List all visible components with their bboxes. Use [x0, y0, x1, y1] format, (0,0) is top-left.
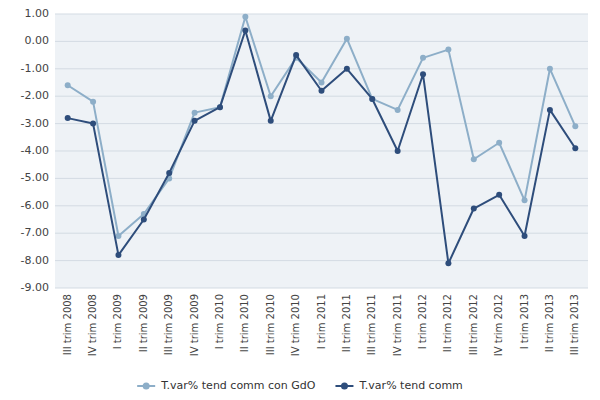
y-tick-label: 1.00: [25, 7, 50, 20]
y-tick-label: -5.00: [21, 171, 49, 184]
x-tick-label: II trim 2010: [239, 294, 250, 352]
series-point: [319, 80, 325, 86]
series-point: [217, 104, 223, 110]
legend-marker: [143, 383, 150, 390]
x-tick-label: I trim 2010: [214, 294, 225, 349]
series-point: [471, 156, 477, 162]
series-point: [420, 71, 426, 77]
series-point: [166, 170, 172, 176]
x-tick-label: IV trim 2008: [87, 294, 98, 356]
legend-label: T.var% tend comm: [358, 379, 462, 392]
grid: [55, 14, 588, 288]
x-tick-label: I trim 2013: [519, 294, 530, 349]
series-point: [369, 96, 375, 102]
legend-item: T.var% tend comm con GdO: [137, 379, 316, 392]
y-tick-label: -4.00: [21, 144, 49, 157]
series-point: [547, 66, 553, 72]
grid-line: [55, 288, 588, 289]
x-tick-label: III trim 2013: [569, 294, 580, 355]
x-tick-label: III trim 2011: [366, 294, 377, 355]
series-point: [192, 110, 198, 116]
x-tick-label: III trim 2009: [163, 294, 174, 355]
series-point: [217, 104, 223, 110]
series-point: [496, 140, 502, 146]
series-point: [522, 197, 528, 203]
series-point: [115, 233, 121, 239]
x-tick-label: IV trim 2010: [290, 294, 301, 356]
grid-line: [55, 123, 588, 124]
series-point: [445, 47, 451, 53]
x-tick-label: II trim 2011: [341, 294, 352, 352]
plot-background: [55, 14, 588, 288]
series-point: [369, 96, 375, 102]
y-tick-label: -7.00: [21, 226, 49, 239]
series-point: [395, 107, 401, 113]
grid-line: [55, 96, 588, 97]
series-point: [141, 217, 147, 223]
y-tick-label: -1.00: [21, 62, 49, 75]
series-point: [547, 107, 553, 113]
series-point: [572, 145, 578, 151]
series-group: [65, 14, 579, 267]
series-point: [344, 66, 350, 72]
series-line: [68, 30, 576, 263]
x-tick-label: II trim 2009: [138, 294, 149, 352]
legend-label: T.var% tend comm con GdO: [160, 379, 316, 392]
x-tick-label: III trim 2008: [62, 294, 73, 355]
legend-item: T.var% tend comm: [335, 379, 462, 392]
grid-line: [55, 178, 588, 179]
series-point: [90, 99, 96, 105]
series-point: [65, 82, 71, 88]
x-tick-label: I trim 2012: [417, 294, 428, 349]
y-tick-label: -6.00: [21, 199, 49, 212]
legend-marker: [341, 383, 348, 390]
y-tick-label: 0.00: [25, 34, 50, 47]
grid-line: [55, 68, 588, 69]
series-point: [242, 27, 248, 33]
y-tick-label: -3.00: [21, 117, 49, 130]
series-point: [293, 52, 299, 58]
series-point: [268, 93, 274, 99]
y-axis: 1.00 0.00 -1.00 -2.00 -3.00 -4.00 -5.00 -6.00 -7…: [21, 7, 49, 294]
x-tick-label: III trim 2010: [265, 294, 276, 355]
series-point: [572, 123, 578, 129]
series-point: [90, 121, 96, 127]
x-tick-label: IV trim 2009: [189, 294, 200, 356]
x-tick-label: IV trim 2011: [392, 294, 403, 356]
x-tick-label: III trim 2012: [468, 294, 479, 355]
series-point: [471, 206, 477, 212]
series-point: [445, 260, 451, 266]
series-point: [319, 88, 325, 94]
y-tick-label: -9.00: [21, 281, 49, 294]
x-tick-label: IV trim 2012: [493, 294, 504, 356]
y-tick-label: -8.00: [21, 254, 49, 267]
x-tick-label: I trim 2011: [316, 294, 327, 349]
grid-line: [55, 205, 588, 206]
x-axis: III trim 2008 IV trim 2008 I trim 2009 II t…: [62, 294, 581, 356]
grid-line: [55, 41, 588, 42]
x-tick-label: II trim 2013: [544, 294, 555, 352]
y-tick-label: -2.00: [21, 89, 49, 102]
series-point: [344, 36, 350, 42]
grid-line: [55, 260, 588, 261]
series-point: [65, 115, 71, 121]
grid-line: [55, 14, 588, 15]
series-point: [420, 55, 426, 61]
series-point: [242, 14, 248, 20]
grid-line: [55, 151, 588, 152]
series-line: [68, 17, 576, 236]
legend: T.var% tend comm con GdO T.var% tend comm: [137, 379, 463, 392]
x-tick-label: I trim 2009: [112, 294, 123, 349]
series-point: [115, 252, 121, 258]
x-tick-label: II trim 2012: [442, 294, 453, 352]
chart: 1.00 0.00 -1.00 -2.00 -3.00 -4.00 -5.00 -6.00 -7…: [0, 0, 600, 400]
series-point: [268, 118, 274, 124]
series-point: [496, 192, 502, 198]
series-point: [192, 118, 198, 124]
series-point: [395, 148, 401, 154]
series-point: [522, 233, 528, 239]
